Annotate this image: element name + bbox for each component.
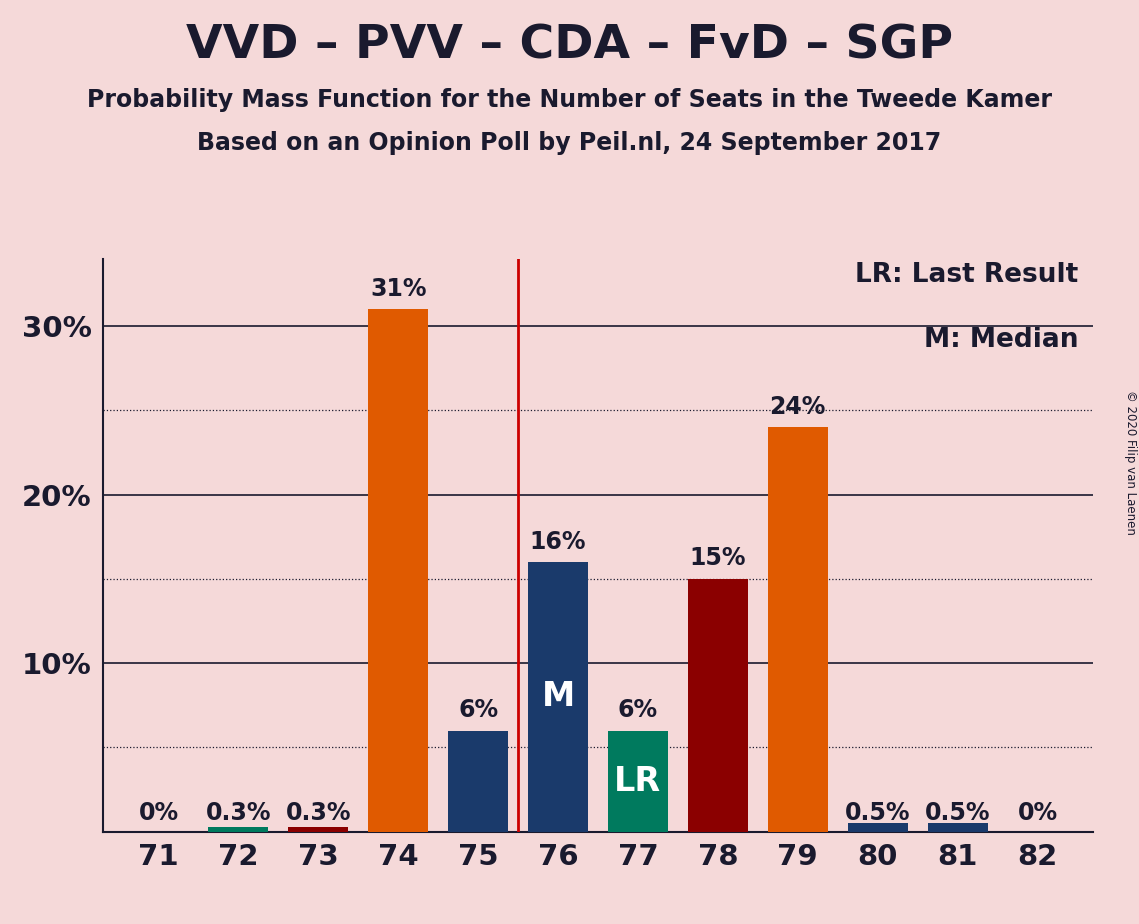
Text: 0.5%: 0.5% xyxy=(845,801,910,825)
Text: 0%: 0% xyxy=(138,801,179,825)
Text: © 2020 Filip van Laenen: © 2020 Filip van Laenen xyxy=(1124,390,1137,534)
Bar xyxy=(448,731,508,832)
Bar xyxy=(288,827,349,832)
Bar xyxy=(368,310,428,832)
Bar xyxy=(847,823,908,832)
Text: M: Median: M: Median xyxy=(924,327,1079,354)
Text: 6%: 6% xyxy=(458,698,498,722)
Text: 16%: 16% xyxy=(530,529,587,553)
Text: M: M xyxy=(541,680,575,713)
Text: LR: LR xyxy=(614,764,662,797)
Text: LR: Last Result: LR: Last Result xyxy=(855,261,1079,287)
Bar xyxy=(608,731,667,832)
Text: 0.3%: 0.3% xyxy=(206,801,271,825)
Text: 24%: 24% xyxy=(770,395,826,419)
Text: 0.3%: 0.3% xyxy=(286,801,351,825)
Text: 6%: 6% xyxy=(617,698,658,722)
Bar xyxy=(528,562,588,832)
Text: 0%: 0% xyxy=(1017,801,1058,825)
Text: 15%: 15% xyxy=(689,546,746,570)
Bar xyxy=(688,578,748,832)
Text: 31%: 31% xyxy=(370,277,426,301)
Bar xyxy=(768,427,828,832)
Bar xyxy=(208,827,269,832)
Text: VVD – PVV – CDA – FvD – SGP: VVD – PVV – CDA – FvD – SGP xyxy=(186,23,953,68)
Text: Probability Mass Function for the Number of Seats in the Tweede Kamer: Probability Mass Function for the Number… xyxy=(87,88,1052,112)
Text: Based on an Opinion Poll by Peil.nl, 24 September 2017: Based on an Opinion Poll by Peil.nl, 24 … xyxy=(197,131,942,155)
Text: 0.5%: 0.5% xyxy=(925,801,990,825)
Bar xyxy=(927,823,988,832)
